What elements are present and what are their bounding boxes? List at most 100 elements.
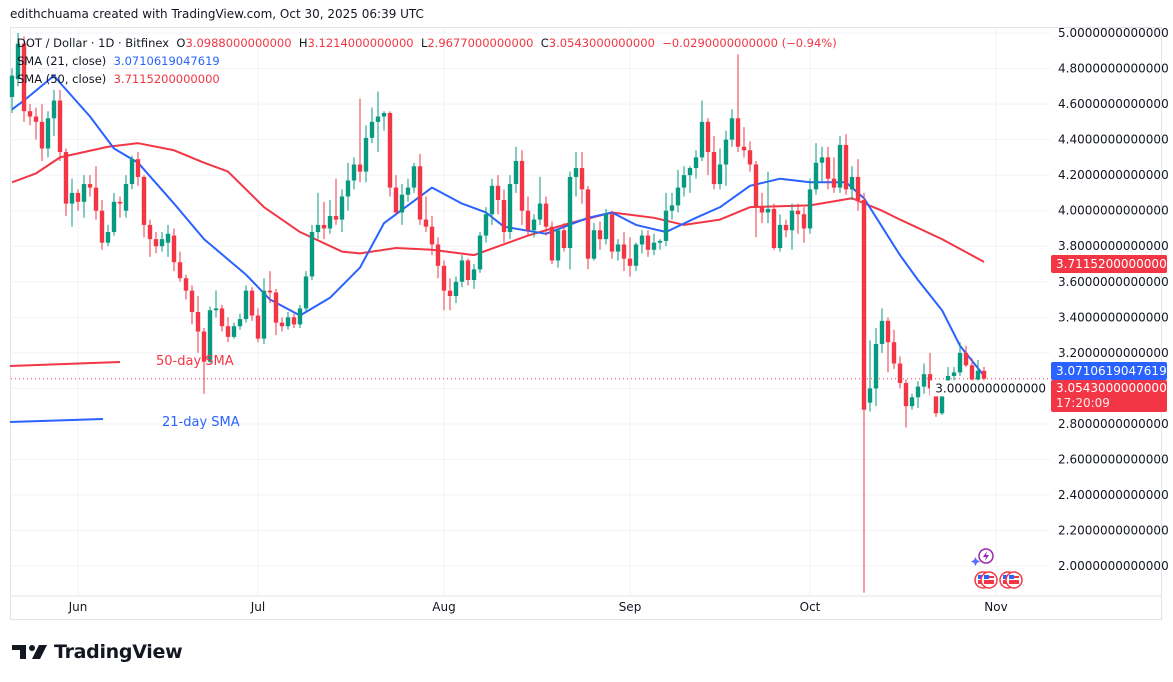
candle xyxy=(543,196,549,236)
candle xyxy=(771,203,777,250)
candle xyxy=(417,153,423,225)
candle xyxy=(141,175,147,238)
candle-body xyxy=(741,146,747,151)
candle-body xyxy=(159,239,165,247)
price-tick-label: 3.4000000000000 xyxy=(1058,310,1169,324)
candle-body xyxy=(765,208,771,213)
candle-body xyxy=(591,230,597,259)
candle-body xyxy=(753,164,759,208)
candle xyxy=(21,36,27,122)
candle xyxy=(429,216,435,256)
candle xyxy=(435,237,441,279)
sma50-label: SMA (50, close) xyxy=(17,72,107,86)
sparkle-glyph xyxy=(971,557,980,566)
candle-body xyxy=(747,150,753,165)
candle-body xyxy=(657,240,663,243)
candle xyxy=(867,340,873,412)
candle xyxy=(123,175,129,218)
candle xyxy=(63,148,69,217)
candle-body xyxy=(903,383,909,407)
candle-body xyxy=(813,162,819,190)
candle xyxy=(345,162,351,211)
candle-body xyxy=(891,342,897,364)
candle xyxy=(471,264,477,289)
candle xyxy=(729,109,735,147)
candle xyxy=(279,317,285,332)
price-tick-label: 2.4000000000000 xyxy=(1058,488,1169,502)
tradingview-logo[interactable]: TradingView xyxy=(12,641,183,663)
candle xyxy=(921,363,927,394)
candle xyxy=(513,146,519,193)
candle-body xyxy=(357,164,363,172)
close-label: C xyxy=(540,36,549,50)
candle-body xyxy=(375,116,381,122)
legend-sma21-row[interactable]: SMA (21, close) 3.0710619047619 xyxy=(17,52,837,70)
candle xyxy=(597,221,603,250)
candle xyxy=(603,208,609,245)
candle-body xyxy=(135,159,141,177)
candle-body xyxy=(963,352,969,366)
candle xyxy=(489,178,495,225)
candle xyxy=(759,192,765,224)
candle-body xyxy=(291,317,297,325)
candle-body xyxy=(675,187,681,206)
candle xyxy=(837,136,843,193)
candle-body xyxy=(75,192,81,202)
candle xyxy=(405,178,411,202)
candle-body xyxy=(825,157,831,179)
sma50-annotation-line xyxy=(9,361,121,367)
candle-body xyxy=(183,278,189,291)
candle-body xyxy=(243,290,249,320)
chart-frame xyxy=(10,27,1162,620)
candle-body xyxy=(939,390,945,414)
legend-sma50-row[interactable]: SMA (50, close) 3.7115200000000 xyxy=(17,70,837,88)
price-tick-label: 4.8000000000000 xyxy=(1058,62,1169,76)
candle-body xyxy=(117,201,123,204)
candle xyxy=(843,134,849,195)
candle-body xyxy=(57,100,63,153)
candle-body xyxy=(549,226,555,261)
candle xyxy=(717,148,723,190)
price-tick-label: 3.6000000000000 xyxy=(1058,275,1169,289)
candle-body xyxy=(195,311,201,332)
candle xyxy=(855,159,861,211)
candle xyxy=(315,192,321,240)
candle xyxy=(9,68,15,113)
candle xyxy=(633,242,639,272)
candle xyxy=(321,201,327,240)
candle-body xyxy=(651,242,657,250)
candle-body xyxy=(507,184,513,233)
candle xyxy=(699,100,705,161)
sma50-line xyxy=(11,142,985,263)
candle-body xyxy=(777,224,783,249)
sma21-label: SMA (21, close) xyxy=(17,54,107,68)
candle xyxy=(45,111,51,158)
candle xyxy=(291,313,297,328)
candle-body xyxy=(597,230,603,240)
price-tick-label: 4.2000000000000 xyxy=(1058,168,1169,182)
candle-body xyxy=(417,166,423,220)
candle-body xyxy=(819,157,825,163)
candle-body xyxy=(465,260,471,281)
candle-body xyxy=(237,319,243,327)
candle-body xyxy=(219,308,225,327)
candle-body xyxy=(663,210,669,241)
candle-body xyxy=(669,205,675,211)
candle-body xyxy=(909,397,915,407)
symbol-title[interactable]: DOT / Dollar · 1D · Bitfinex xyxy=(17,36,170,50)
candle xyxy=(615,239,621,261)
chart-legend: DOT / Dollar · 1D · Bitfinex O3.09880000… xyxy=(17,34,837,88)
candle-body xyxy=(81,184,87,202)
candle xyxy=(549,221,555,265)
candle xyxy=(807,178,813,234)
candle xyxy=(687,166,693,193)
candle-body xyxy=(609,214,615,252)
candle-body xyxy=(843,144,849,190)
candle xyxy=(333,178,339,225)
candle xyxy=(375,91,381,153)
candle xyxy=(975,359,981,384)
candle-body xyxy=(645,235,651,250)
candle-body xyxy=(579,168,585,190)
candle xyxy=(639,230,645,254)
